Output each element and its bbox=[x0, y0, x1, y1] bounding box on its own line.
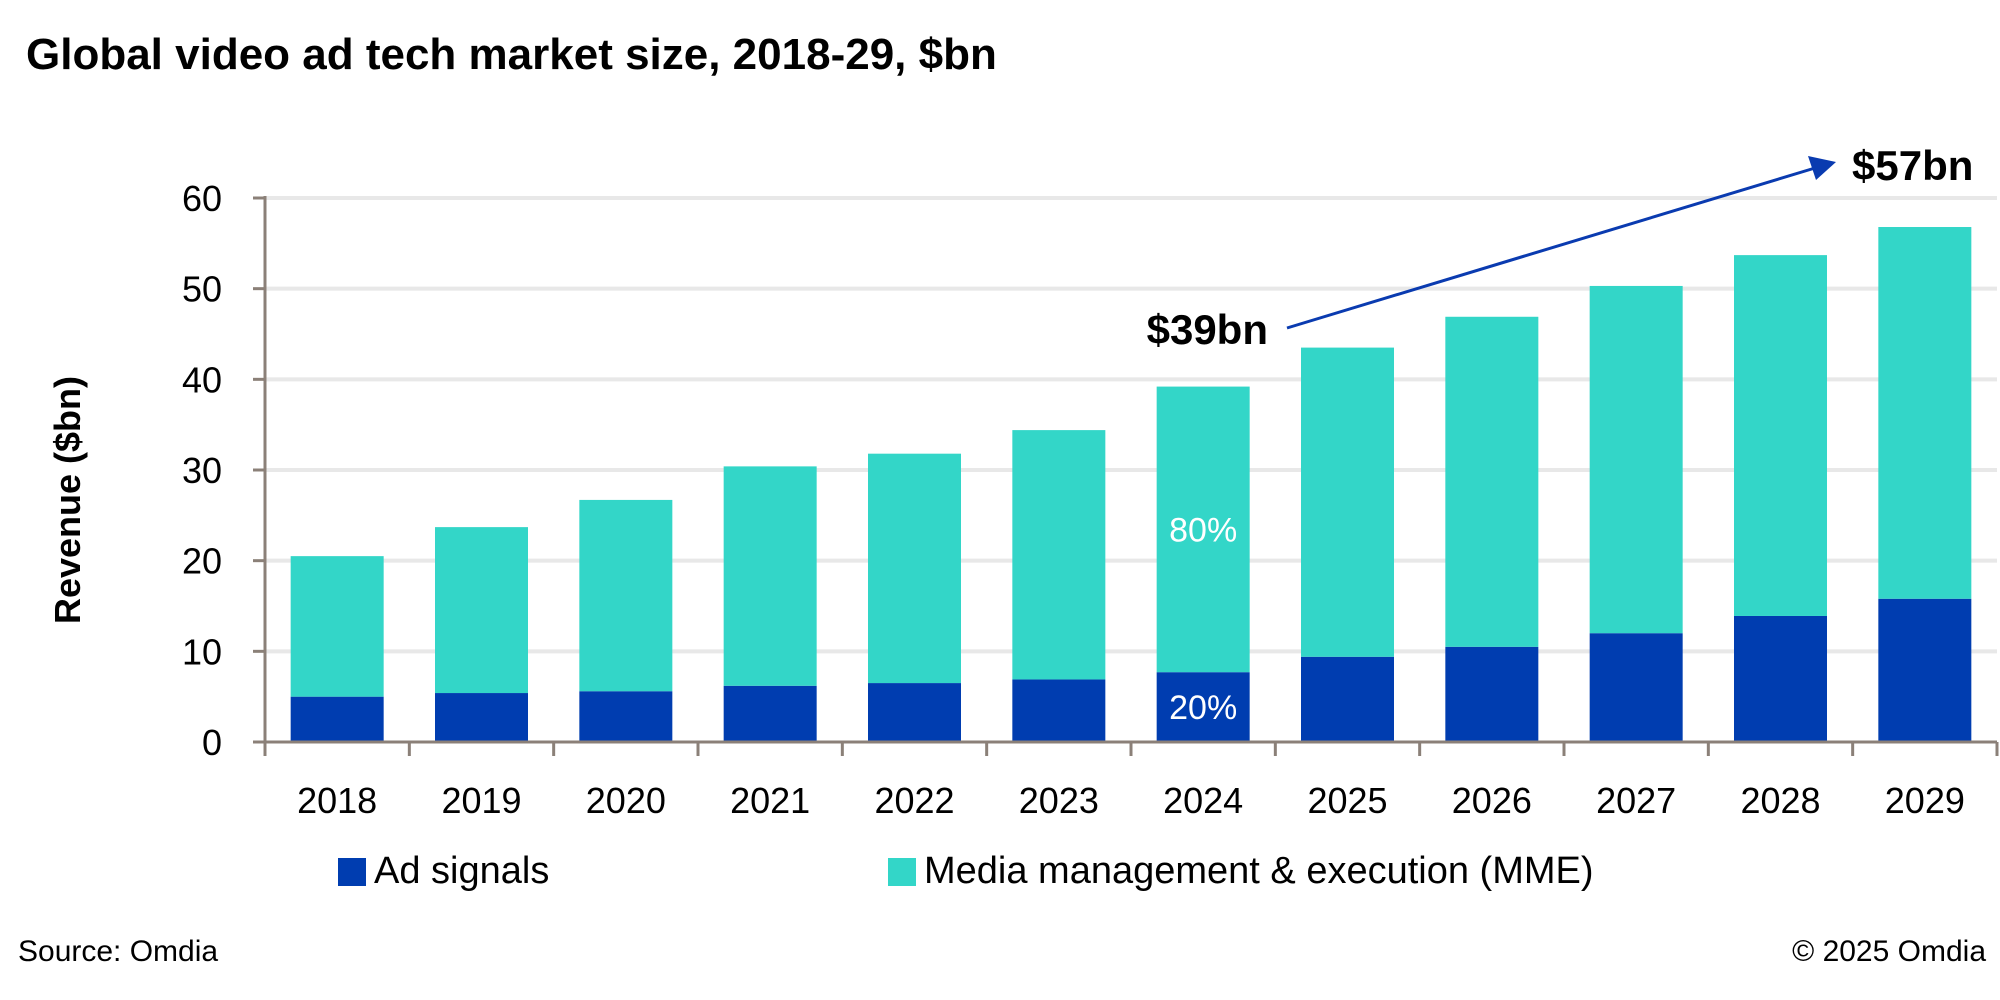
x-tick-label: 2022 bbox=[874, 780, 954, 821]
bar-ad-signals bbox=[868, 683, 961, 742]
x-tick-label: 2021 bbox=[730, 780, 810, 821]
x-tick-label: 2028 bbox=[1740, 780, 1820, 821]
x-tick-label: 2023 bbox=[1019, 780, 1099, 821]
bars bbox=[290, 227, 1972, 742]
growth-arrow-line bbox=[1286, 166, 1816, 330]
bar-ad-signals bbox=[579, 691, 673, 742]
bar-mme bbox=[1012, 430, 1106, 680]
bar-mme bbox=[1589, 285, 1683, 634]
x-tick-label: 2027 bbox=[1596, 780, 1676, 821]
annotations: 20% 80% $39bn $57bn bbox=[1147, 142, 1974, 727]
bar-mme bbox=[1878, 227, 1972, 599]
y-axis-label: Revenue ($bn) bbox=[47, 376, 88, 624]
bar-ad-signals bbox=[1878, 598, 1972, 742]
growth-arrowhead-icon bbox=[1808, 156, 1836, 180]
bar-mme bbox=[868, 453, 961, 684]
legend-label-ad-signals: Ad signals bbox=[374, 850, 550, 892]
y-tick-label: 10 bbox=[182, 631, 222, 672]
bar-ad-signals bbox=[435, 693, 528, 742]
source-note: Source: Omdia bbox=[18, 935, 219, 968]
y-tick-label: 40 bbox=[182, 359, 222, 400]
x-tick-label: 2024 bbox=[1163, 780, 1243, 821]
chart-title: Global video ad tech market size, 2018-2… bbox=[26, 30, 997, 79]
start-value-label: $39bn bbox=[1147, 306, 1268, 353]
x-tick-label: 2020 bbox=[586, 780, 666, 821]
y-tick-label: 20 bbox=[182, 541, 222, 582]
bar-mme bbox=[435, 527, 528, 694]
bar-mme bbox=[290, 556, 384, 697]
y-tick-label: 50 bbox=[182, 269, 222, 310]
x-tick-label: 2025 bbox=[1307, 780, 1387, 821]
share-label-mme: 80% bbox=[1169, 511, 1237, 549]
legend: Ad signals Media management & execution … bbox=[0, 850, 2000, 900]
bar-mme bbox=[1734, 255, 1827, 616]
share-label-ad-signals: 20% bbox=[1169, 689, 1237, 727]
x-tick-label: 2026 bbox=[1452, 780, 1532, 821]
x-tick-label: 2018 bbox=[297, 780, 377, 821]
bar-ad-signals bbox=[1734, 615, 1827, 742]
bar-ad-signals bbox=[1301, 656, 1394, 742]
bar-ad-signals bbox=[1156, 672, 1250, 742]
bar-mme bbox=[1156, 386, 1250, 673]
copyright-note: © 2025 Omdia bbox=[1792, 935, 1986, 968]
axes bbox=[253, 196, 1999, 756]
x-tick-label: 2019 bbox=[441, 780, 521, 821]
bar-mme bbox=[579, 499, 673, 692]
y-tick-label: 0 bbox=[202, 722, 222, 763]
x-tick-labels: 2018 2019 2020 2021 2022 2023 2024 2025 2026 2027… bbox=[297, 780, 1965, 821]
bar-ad-signals bbox=[723, 685, 817, 742]
bar-mme bbox=[1301, 347, 1394, 657]
bar-ad-signals bbox=[290, 696, 384, 742]
y-tick-label: 30 bbox=[182, 450, 222, 491]
legend-item-mme: Media management & execution (MME) bbox=[888, 850, 1594, 893]
legend-swatch-ad-signals bbox=[338, 857, 366, 886]
legend-swatch-mme bbox=[888, 857, 916, 886]
x-tick-label: 2029 bbox=[1885, 780, 1965, 821]
bar-ad-signals bbox=[1012, 679, 1106, 742]
y-tick-labels: 0 10 20 30 40 50 60 bbox=[182, 178, 222, 763]
end-value-label: $57bn bbox=[1852, 142, 1973, 189]
bar-mme bbox=[1445, 316, 1539, 647]
legend-item-ad-signals: Ad signals bbox=[338, 850, 549, 893]
gridlines bbox=[265, 196, 1997, 654]
bar-ad-signals bbox=[1445, 646, 1539, 742]
y-tick-label: 60 bbox=[182, 178, 222, 219]
bar-ad-signals bbox=[1589, 633, 1683, 742]
legend-label-mme: Media management & execution (MME) bbox=[924, 850, 1594, 892]
bar-mme bbox=[723, 466, 817, 686]
